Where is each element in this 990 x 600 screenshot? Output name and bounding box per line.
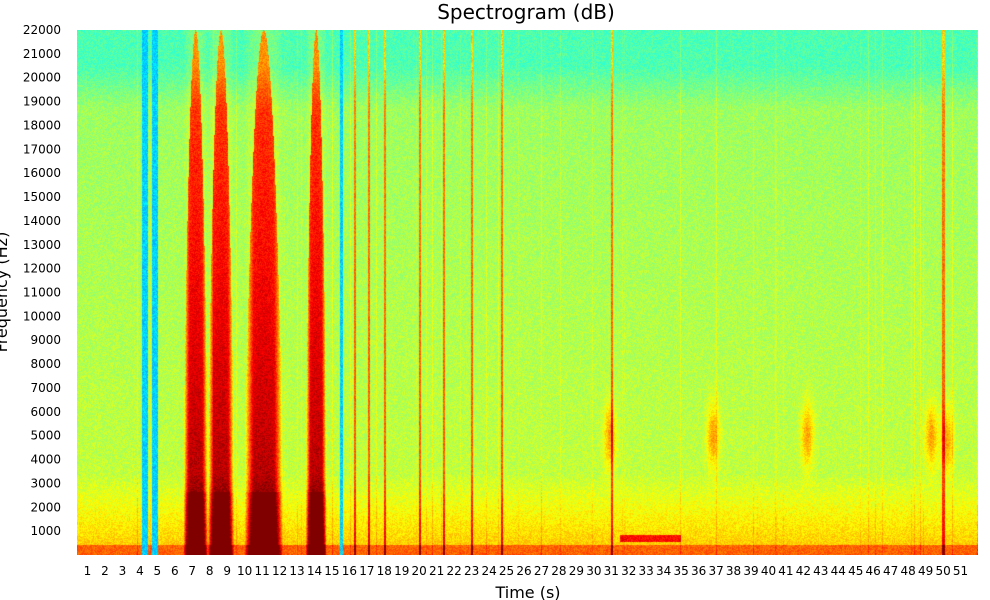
x-tick-label: 30 [586, 564, 601, 578]
y-tick-label: 5000 [30, 429, 61, 443]
y-tick-label: 22000 [23, 23, 61, 37]
y-tick-label: 17000 [23, 142, 61, 156]
spectrogram-heatmap [77, 30, 978, 555]
plot-area [77, 30, 978, 555]
x-axis-ticks: 1 2 3 4 5 6 7 8 9 10 11 12 13 14 15 16 17 18 19 20 21 22 23 24 2… [84, 564, 968, 578]
x-tick-label: 24 [481, 564, 496, 578]
x-tick-label: 3 [119, 564, 127, 578]
x-tick-label: 8 [206, 564, 214, 578]
chart-title: Spectrogram (dB) [437, 0, 615, 24]
x-tick-label: 31 [604, 564, 619, 578]
x-tick-label: 33 [639, 564, 654, 578]
x-tick-label: 43 [813, 564, 828, 578]
x-tick-label: 35 [674, 564, 689, 578]
x-tick-label: 38 [726, 564, 741, 578]
x-tick-label: 16 [342, 564, 357, 578]
y-tick-label: 4000 [30, 453, 61, 467]
x-tick-label: 18 [377, 564, 392, 578]
y-tick-label: 11000 [23, 286, 61, 300]
y-tick-label: 3000 [30, 476, 61, 490]
x-axis-title: Time (s) [494, 583, 560, 600]
y-tick-label: 14000 [23, 214, 61, 228]
x-tick-label: 34 [656, 564, 671, 578]
x-tick-label: 42 [796, 564, 811, 578]
x-tick-label: 22 [447, 564, 462, 578]
x-tick-label: 1 [84, 564, 92, 578]
x-tick-label: 41 [778, 564, 793, 578]
y-tick-label: 13000 [23, 238, 61, 252]
x-tick-label: 5 [153, 564, 161, 578]
y-tick-label: 2000 [30, 500, 61, 514]
x-tick-label: 48 [901, 564, 916, 578]
x-tick-label: 20 [412, 564, 427, 578]
x-tick-label: 7 [188, 564, 196, 578]
x-tick-label: 46 [866, 564, 881, 578]
x-tick-label: 25 [499, 564, 514, 578]
x-tick-label: 14 [307, 564, 322, 578]
x-tick-label: 32 [621, 564, 636, 578]
y-tick-label: 15000 [23, 190, 61, 204]
y-tick-label: 10000 [23, 309, 61, 323]
x-tick-label: 6 [171, 564, 179, 578]
x-tick-label: 28 [551, 564, 566, 578]
x-tick-label: 26 [516, 564, 531, 578]
y-tick-label: 20000 [23, 71, 61, 85]
x-tick-label: 10 [237, 564, 252, 578]
x-tick-label: 2 [101, 564, 109, 578]
x-tick-label: 15 [324, 564, 339, 578]
x-tick-label: 13 [289, 564, 304, 578]
x-tick-label: 21 [429, 564, 444, 578]
y-axis-ticks: 1000 2000 3000 4000 5000 6000 7000 8000 9000 1000… [23, 23, 61, 538]
y-tick-label: 8000 [30, 357, 61, 371]
y-axis-title: Frequency (Hz) [0, 232, 11, 353]
x-tick-label: 47 [883, 564, 898, 578]
y-tick-label: 9000 [30, 333, 61, 347]
x-tick-label: 36 [691, 564, 706, 578]
x-tick-label: 11 [254, 564, 269, 578]
x-tick-label: 40 [761, 564, 776, 578]
x-tick-label: 19 [394, 564, 409, 578]
x-tick-label: 9 [223, 564, 231, 578]
y-tick-label: 12000 [23, 262, 61, 276]
y-tick-label: 21000 [23, 47, 61, 61]
x-tick-label: 39 [743, 564, 758, 578]
y-tick-label: 18000 [23, 119, 61, 133]
x-tick-label: 29 [569, 564, 584, 578]
x-tick-label: 45 [848, 564, 863, 578]
y-tick-label: 7000 [30, 381, 61, 395]
x-tick-label: 51 [953, 564, 968, 578]
x-tick-label: 4 [136, 564, 144, 578]
y-tick-label: 6000 [30, 405, 61, 419]
x-tick-label: 12 [272, 564, 287, 578]
x-tick-label: 44 [831, 564, 846, 578]
x-tick-label: 23 [464, 564, 479, 578]
x-tick-label: 50 [935, 564, 950, 578]
y-tick-label: 16000 [23, 166, 61, 180]
x-tick-label: 37 [708, 564, 723, 578]
x-tick-label: 49 [918, 564, 933, 578]
x-tick-label: 27 [534, 564, 549, 578]
y-tick-label: 19000 [23, 95, 61, 109]
y-tick-label: 1000 [30, 524, 61, 538]
x-tick-label: 17 [359, 564, 374, 578]
